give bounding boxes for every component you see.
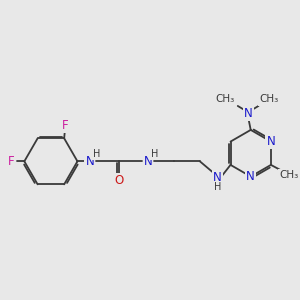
Text: N: N (144, 155, 152, 168)
Text: H: H (93, 149, 100, 159)
Text: CH₃: CH₃ (216, 94, 235, 104)
Text: N: N (85, 155, 94, 168)
Text: O: O (114, 174, 124, 187)
Text: H: H (214, 182, 221, 192)
Text: N: N (266, 135, 275, 148)
Text: N: N (244, 106, 253, 120)
Text: N: N (213, 171, 222, 184)
Text: N: N (246, 170, 255, 183)
Text: F: F (61, 119, 68, 132)
Text: F: F (8, 155, 15, 168)
Text: CH₃: CH₃ (279, 170, 299, 180)
Text: H: H (151, 149, 158, 159)
Text: CH₃: CH₃ (259, 94, 278, 104)
